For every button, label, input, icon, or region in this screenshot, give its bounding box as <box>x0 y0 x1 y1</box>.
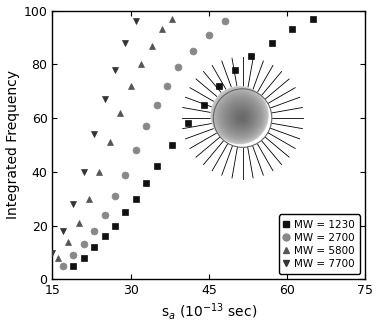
Circle shape <box>227 103 255 130</box>
Circle shape <box>240 115 245 120</box>
Circle shape <box>218 93 263 138</box>
Circle shape <box>217 93 263 139</box>
Circle shape <box>229 105 254 129</box>
Circle shape <box>227 102 256 131</box>
Circle shape <box>221 97 260 136</box>
Circle shape <box>215 90 265 141</box>
Circle shape <box>238 114 246 122</box>
Circle shape <box>224 99 258 133</box>
Circle shape <box>233 109 251 126</box>
Circle shape <box>236 112 248 123</box>
Circle shape <box>225 100 257 133</box>
Circle shape <box>221 96 260 136</box>
Circle shape <box>226 101 257 132</box>
Circle shape <box>231 107 252 127</box>
Circle shape <box>232 108 251 126</box>
Circle shape <box>226 101 256 132</box>
Circle shape <box>231 106 252 128</box>
Circle shape <box>232 107 251 127</box>
Circle shape <box>218 94 262 138</box>
Circle shape <box>215 91 265 140</box>
Circle shape <box>224 100 257 133</box>
Circle shape <box>228 104 254 130</box>
Circle shape <box>227 103 255 131</box>
Circle shape <box>213 88 267 143</box>
Circle shape <box>236 112 247 123</box>
Circle shape <box>213 89 267 142</box>
Circle shape <box>238 113 246 122</box>
Circle shape <box>220 95 261 136</box>
Circle shape <box>219 94 262 137</box>
Circle shape <box>239 114 246 121</box>
Circle shape <box>229 104 254 130</box>
Circle shape <box>222 97 260 135</box>
Circle shape <box>242 117 243 118</box>
Circle shape <box>210 86 269 144</box>
Y-axis label: Integrated Frequency: Integrated Frequency <box>6 71 20 219</box>
Circle shape <box>219 95 262 137</box>
Circle shape <box>211 87 268 144</box>
Circle shape <box>214 89 266 142</box>
X-axis label: s$_a$ (10$^{-13}$ sec): s$_a$ (10$^{-13}$ sec) <box>161 301 257 322</box>
Circle shape <box>240 116 244 120</box>
Circle shape <box>235 111 249 124</box>
Circle shape <box>216 91 265 140</box>
Circle shape <box>233 109 250 126</box>
Circle shape <box>223 98 259 134</box>
Circle shape <box>214 90 266 141</box>
Circle shape <box>230 105 253 129</box>
Circle shape <box>222 98 259 135</box>
Circle shape <box>223 99 258 134</box>
Circle shape <box>235 110 249 125</box>
Circle shape <box>217 92 264 139</box>
Circle shape <box>241 117 243 119</box>
Circle shape <box>230 106 253 128</box>
Circle shape <box>237 113 247 122</box>
Circle shape <box>212 88 268 143</box>
Circle shape <box>236 111 248 124</box>
Legend: MW = 1230, MW = 2700, MW = 5800, MW = 7700: MW = 1230, MW = 2700, MW = 5800, MW = 77… <box>279 215 360 274</box>
Circle shape <box>240 115 245 121</box>
Circle shape <box>211 87 268 144</box>
Circle shape <box>234 110 250 125</box>
Circle shape <box>241 116 244 119</box>
Circle shape <box>216 92 264 140</box>
